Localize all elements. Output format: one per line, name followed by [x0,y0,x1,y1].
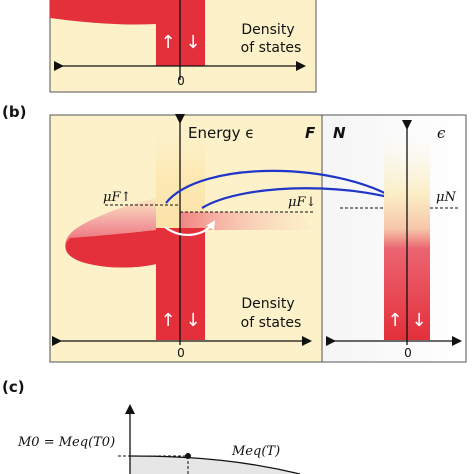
equilibrium-point [185,453,191,459]
meq-label: Meq(T) [231,444,280,459]
panel-a-spin-down: ↓ [185,32,200,53]
mu-down-label: μF↓ [288,195,316,210]
panel-b-tag: (b) [2,103,26,121]
normal-metal-label: N [333,124,346,142]
m0-label: M0 = Meq(T0) [17,435,115,450]
normal-spin-up: ↑ [387,310,402,331]
panel-b: (b) Energy ϵ F N ϵ μF↑ μF↓ μN [2,103,467,363]
panel-a-dos-label-line-2: of states [241,40,302,56]
panel-b-dos-label-line-2: of states [241,315,302,331]
panel-c: (c) M0 = Meq(T0) Meq(T) [2,378,301,474]
ferromagnet-spin-up: ↑ [160,310,175,331]
spin-up-lobe-red [65,230,156,268]
spin-down-shelf [180,212,312,230]
transport-arrow-up [165,169,406,206]
panel-a-spin-up: ↑ [160,32,175,53]
ferromagnet-zero-tick: 0 [177,346,185,360]
panel-b-dos-label-line-1: Density [241,296,294,312]
normal-spin-down: ↓ [411,310,426,331]
ferromagnet-label: F [305,124,316,142]
panel-a-zero-tick: 0 [177,74,185,88]
magnetization-fill [130,456,300,474]
panel-c-tag: (c) [2,378,25,396]
mu-n-label: μN [436,190,456,205]
panel-a: ↑ ↓ Density of states 0 [49,0,317,93]
spin-flip-arrow [164,220,216,236]
mu-up-label: μF↑ [103,190,131,205]
normal-energy-label: ϵ [437,124,446,142]
normal-zero-tick: 0 [404,346,412,360]
ferromagnet-spin-down: ↓ [185,310,200,331]
panel-a-dos-label-line-1: Density [241,22,294,38]
panel-b-frame [49,114,467,363]
energy-axis-label: Energy ϵ [188,124,255,142]
panel-a-lobe [50,0,156,25]
